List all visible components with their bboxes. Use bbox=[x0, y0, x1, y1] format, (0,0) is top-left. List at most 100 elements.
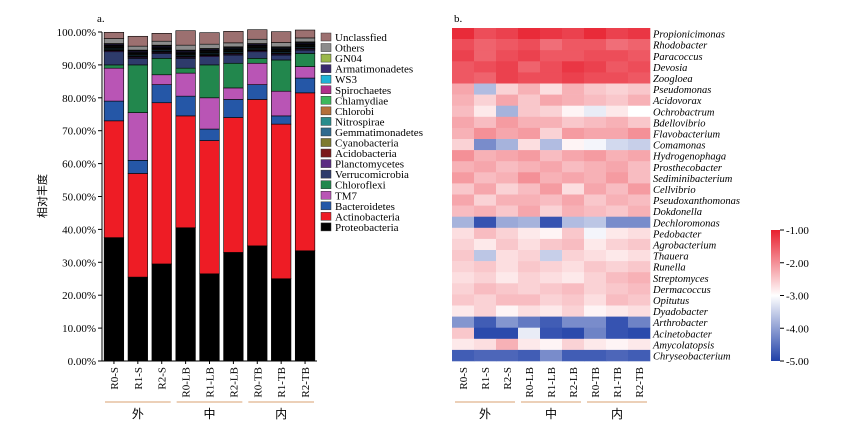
legend-label: Gemmatimonadetes bbox=[335, 127, 423, 139]
heatmap-cell bbox=[584, 83, 607, 95]
heatmap-cell bbox=[518, 83, 541, 95]
legend-swatch bbox=[320, 138, 332, 147]
legend-swatch bbox=[320, 222, 332, 232]
bar-segment bbox=[294, 92, 316, 252]
legend-label: GN04 bbox=[335, 53, 362, 65]
row-label: Hydrogenophaga bbox=[652, 152, 726, 163]
heatmap-cells bbox=[452, 28, 651, 362]
heatmap-cell bbox=[452, 83, 475, 95]
heatmap-cell bbox=[496, 316, 519, 328]
heatmap-cell bbox=[540, 127, 563, 140]
heatmap-cell bbox=[496, 150, 519, 162]
heatmap-cell bbox=[518, 105, 541, 118]
heatmap-cell bbox=[474, 250, 497, 262]
heatmap-cell bbox=[562, 349, 585, 362]
heatmap-cell bbox=[518, 94, 541, 106]
heatmap-cell bbox=[496, 261, 519, 273]
heatmap-cell bbox=[562, 50, 585, 62]
heatmap-cell bbox=[540, 216, 563, 229]
heatmap-cell bbox=[474, 105, 497, 118]
row-label: Propionicimonas bbox=[652, 30, 725, 41]
row-label: Pedobacter bbox=[652, 229, 702, 240]
heatmap-cell bbox=[584, 50, 607, 62]
heatmap-cell bbox=[474, 238, 497, 251]
heatmap-cell bbox=[628, 127, 651, 140]
heatmap-cell bbox=[562, 238, 585, 251]
heatmap-cell bbox=[496, 50, 519, 62]
heatmap-cell bbox=[562, 161, 585, 173]
heatmap-cell bbox=[474, 205, 497, 217]
bar-segment bbox=[223, 62, 244, 89]
heatmap-cell bbox=[584, 272, 607, 284]
heatmap-cell bbox=[628, 205, 651, 217]
heatmap-cell bbox=[584, 316, 607, 328]
heatmap-cell bbox=[540, 327, 563, 340]
heatmap-cell bbox=[628, 116, 651, 129]
legend-swatch bbox=[320, 32, 332, 42]
heatmap-cell bbox=[584, 150, 607, 162]
heatmap-cell bbox=[562, 272, 585, 284]
heatmap-cell bbox=[562, 216, 585, 229]
heatmap-cell bbox=[562, 28, 585, 40]
column-label: R0-S bbox=[458, 367, 470, 390]
heatmap-cell bbox=[496, 72, 519, 84]
bar-segment bbox=[271, 31, 292, 43]
heatmap-cell bbox=[562, 294, 585, 306]
heatmap-cell bbox=[452, 150, 475, 162]
bar-segment bbox=[223, 54, 244, 64]
heatmap-cell bbox=[584, 194, 607, 206]
x-tick-label: R2-LB bbox=[228, 367, 240, 398]
x-tick-label: R2-TB bbox=[300, 367, 312, 398]
heatmap-cell bbox=[496, 283, 519, 295]
heatmap-cell bbox=[584, 61, 607, 73]
heatmap-cell bbox=[606, 161, 629, 173]
heatmap-cell bbox=[628, 39, 651, 51]
y-tick-label: 70.00% bbox=[62, 126, 96, 138]
column-label: R2-TB bbox=[634, 367, 646, 398]
heatmap-cell bbox=[606, 349, 629, 362]
heatmap-cell bbox=[562, 39, 585, 51]
heatmap-cell bbox=[452, 338, 475, 351]
heatmap-cell bbox=[518, 139, 541, 151]
bar-segment bbox=[127, 276, 148, 362]
heatmap-cell bbox=[540, 272, 563, 284]
row-label: Ochrobactrum bbox=[653, 107, 715, 118]
heatmap-cell bbox=[474, 83, 497, 95]
row-label: Dechloromonas bbox=[652, 218, 720, 229]
heatmap-cell bbox=[452, 261, 475, 273]
heatmap-cell bbox=[540, 305, 563, 317]
heatmap-cell bbox=[606, 305, 629, 317]
y-tick-label: 90.00% bbox=[62, 60, 96, 72]
legend-swatch bbox=[320, 106, 332, 116]
panel-a-stacked-bar-chart: a. 相对丰度 0.00% 10.00% 20.00% 30.00% 40.00% 50.… bbox=[35, 13, 423, 421]
legend-label: Acidobacteria bbox=[335, 148, 397, 160]
heatmap-cell bbox=[474, 305, 497, 317]
heatmap-cell bbox=[474, 39, 497, 51]
heatmap-cell bbox=[628, 50, 651, 62]
heatmap-cell bbox=[584, 72, 607, 84]
heatmap-cell bbox=[496, 272, 519, 284]
heatmap-cell bbox=[562, 250, 585, 262]
legend-label: Cyanobacteria bbox=[335, 138, 399, 150]
heatmap-cell bbox=[518, 39, 541, 51]
heatmap-cell bbox=[452, 205, 475, 217]
bar-segment bbox=[271, 115, 292, 125]
heatmap-cell bbox=[606, 150, 629, 162]
row-label: Rhodobacter bbox=[652, 41, 708, 52]
heatmap-cell bbox=[474, 94, 497, 106]
bar-segment bbox=[127, 45, 148, 51]
row-label: Dermacoccus bbox=[652, 285, 711, 296]
heatmap-cell bbox=[496, 127, 519, 140]
legend-swatch bbox=[320, 191, 332, 200]
heatmap-cell bbox=[606, 238, 629, 251]
heatmap-cell bbox=[606, 94, 629, 106]
bar-segment bbox=[271, 42, 292, 48]
heatmap-cell bbox=[518, 127, 541, 140]
heatmap-cell bbox=[452, 194, 475, 206]
heatmap-cell bbox=[496, 338, 519, 351]
bar-segment bbox=[103, 67, 125, 102]
legend-label: Spirochaetes bbox=[335, 85, 391, 97]
legend-swatch bbox=[320, 117, 332, 126]
colorbar: -1.00 -2.00 -3.00 -4.00 -5.00 bbox=[771, 225, 809, 368]
